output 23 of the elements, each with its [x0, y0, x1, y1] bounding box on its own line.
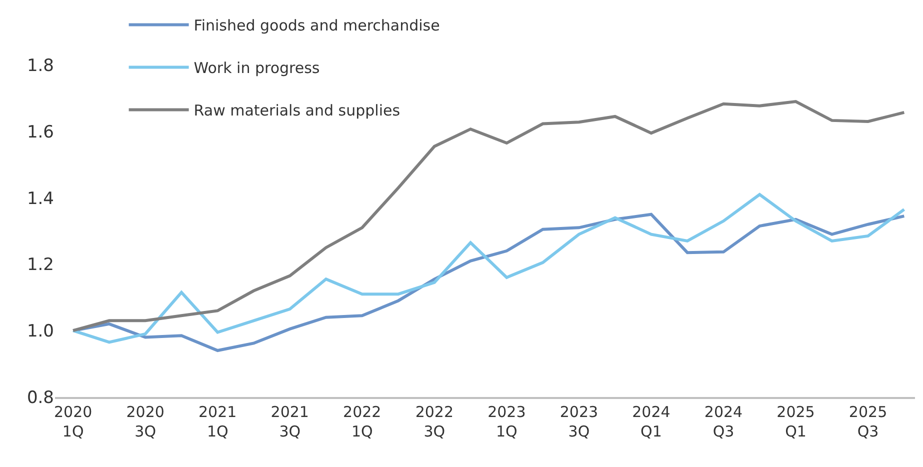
line-series — [72, 192, 906, 344]
x-tick-label: 2024 Q3 — [704, 403, 743, 440]
legend-label: Work in progress — [194, 59, 320, 78]
y-tick-label: 1.2 — [26, 255, 54, 276]
x-tick-label: 2021 3Q — [270, 403, 309, 440]
y-tick-label: 0.8 — [26, 388, 54, 408]
x-tick-label: 2023 3Q — [560, 403, 598, 440]
x-tick-label: 2021 1Q — [198, 403, 237, 440]
y-tick-label: 1.4 — [26, 188, 54, 209]
legend-label: Finished goods and merchandise — [194, 16, 440, 35]
line-series — [72, 100, 906, 332]
x-tick-label: 2022 1Q — [343, 403, 382, 440]
legend-label: Raw materials and supplies — [194, 102, 400, 120]
y-tick-label: 1.8 — [26, 56, 54, 76]
y-tick-label: 1.0 — [26, 322, 54, 342]
x-tick-label: 2020 1Q — [54, 403, 92, 440]
x-tick-label: 2025 Q1 — [776, 403, 815, 440]
y-tick-label: 1.6 — [26, 122, 54, 142]
x-tick-label: 2025 Q3 — [848, 403, 888, 440]
x-tick-label: 2024 Q1 — [632, 403, 670, 440]
x-tick-label: 2020 3Q — [126, 403, 164, 440]
x-tick-label: 2022 3Q — [415, 403, 454, 440]
x-tick-label: 2023 1Q — [488, 403, 526, 440]
